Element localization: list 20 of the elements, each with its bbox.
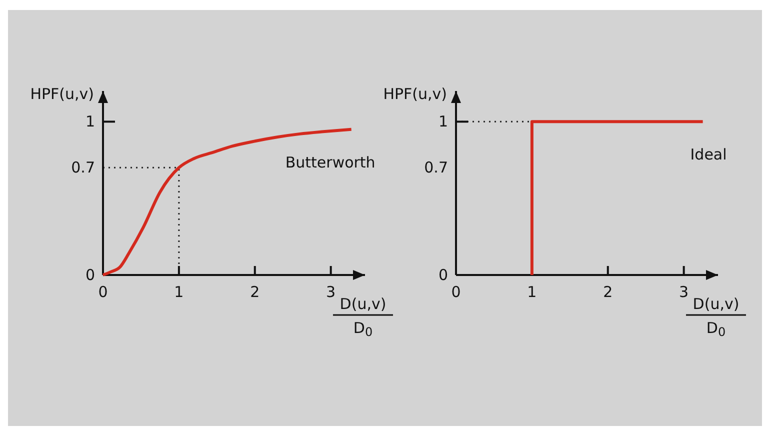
y-tick-label: 0 bbox=[85, 266, 95, 284]
x-axis-title: D(u,v) D$_{0}$ bbox=[340, 295, 386, 339]
x-tick-label: 3 bbox=[679, 283, 689, 301]
x-tick-label: 2 bbox=[603, 283, 613, 301]
y-axis-title: HPF(u,v) bbox=[383, 85, 447, 103]
x-tick-label: 0 bbox=[98, 283, 108, 301]
x-tick-label: 2 bbox=[250, 283, 260, 301]
series-label: Butterworth bbox=[285, 153, 376, 172]
y-tick-label: 1 bbox=[438, 112, 448, 131]
x-tick-label: 0 bbox=[451, 283, 461, 301]
series-label: Ideal bbox=[690, 146, 727, 164]
y-tick-label: 0.7 bbox=[71, 158, 95, 177]
y-tick-label: 0 bbox=[438, 266, 448, 284]
x-tick-label: 3 bbox=[326, 283, 336, 301]
x-tick-label: 1 bbox=[527, 283, 537, 301]
y-axis-title: HPF(u,v) bbox=[30, 85, 94, 103]
y-tick-label: 1 bbox=[85, 112, 95, 131]
x-axis-title: D(u,v) D$_{0}$ bbox=[692, 295, 740, 339]
y-tick-label: 0.7 bbox=[424, 158, 448, 177]
x-tick-label: 1 bbox=[174, 283, 184, 301]
